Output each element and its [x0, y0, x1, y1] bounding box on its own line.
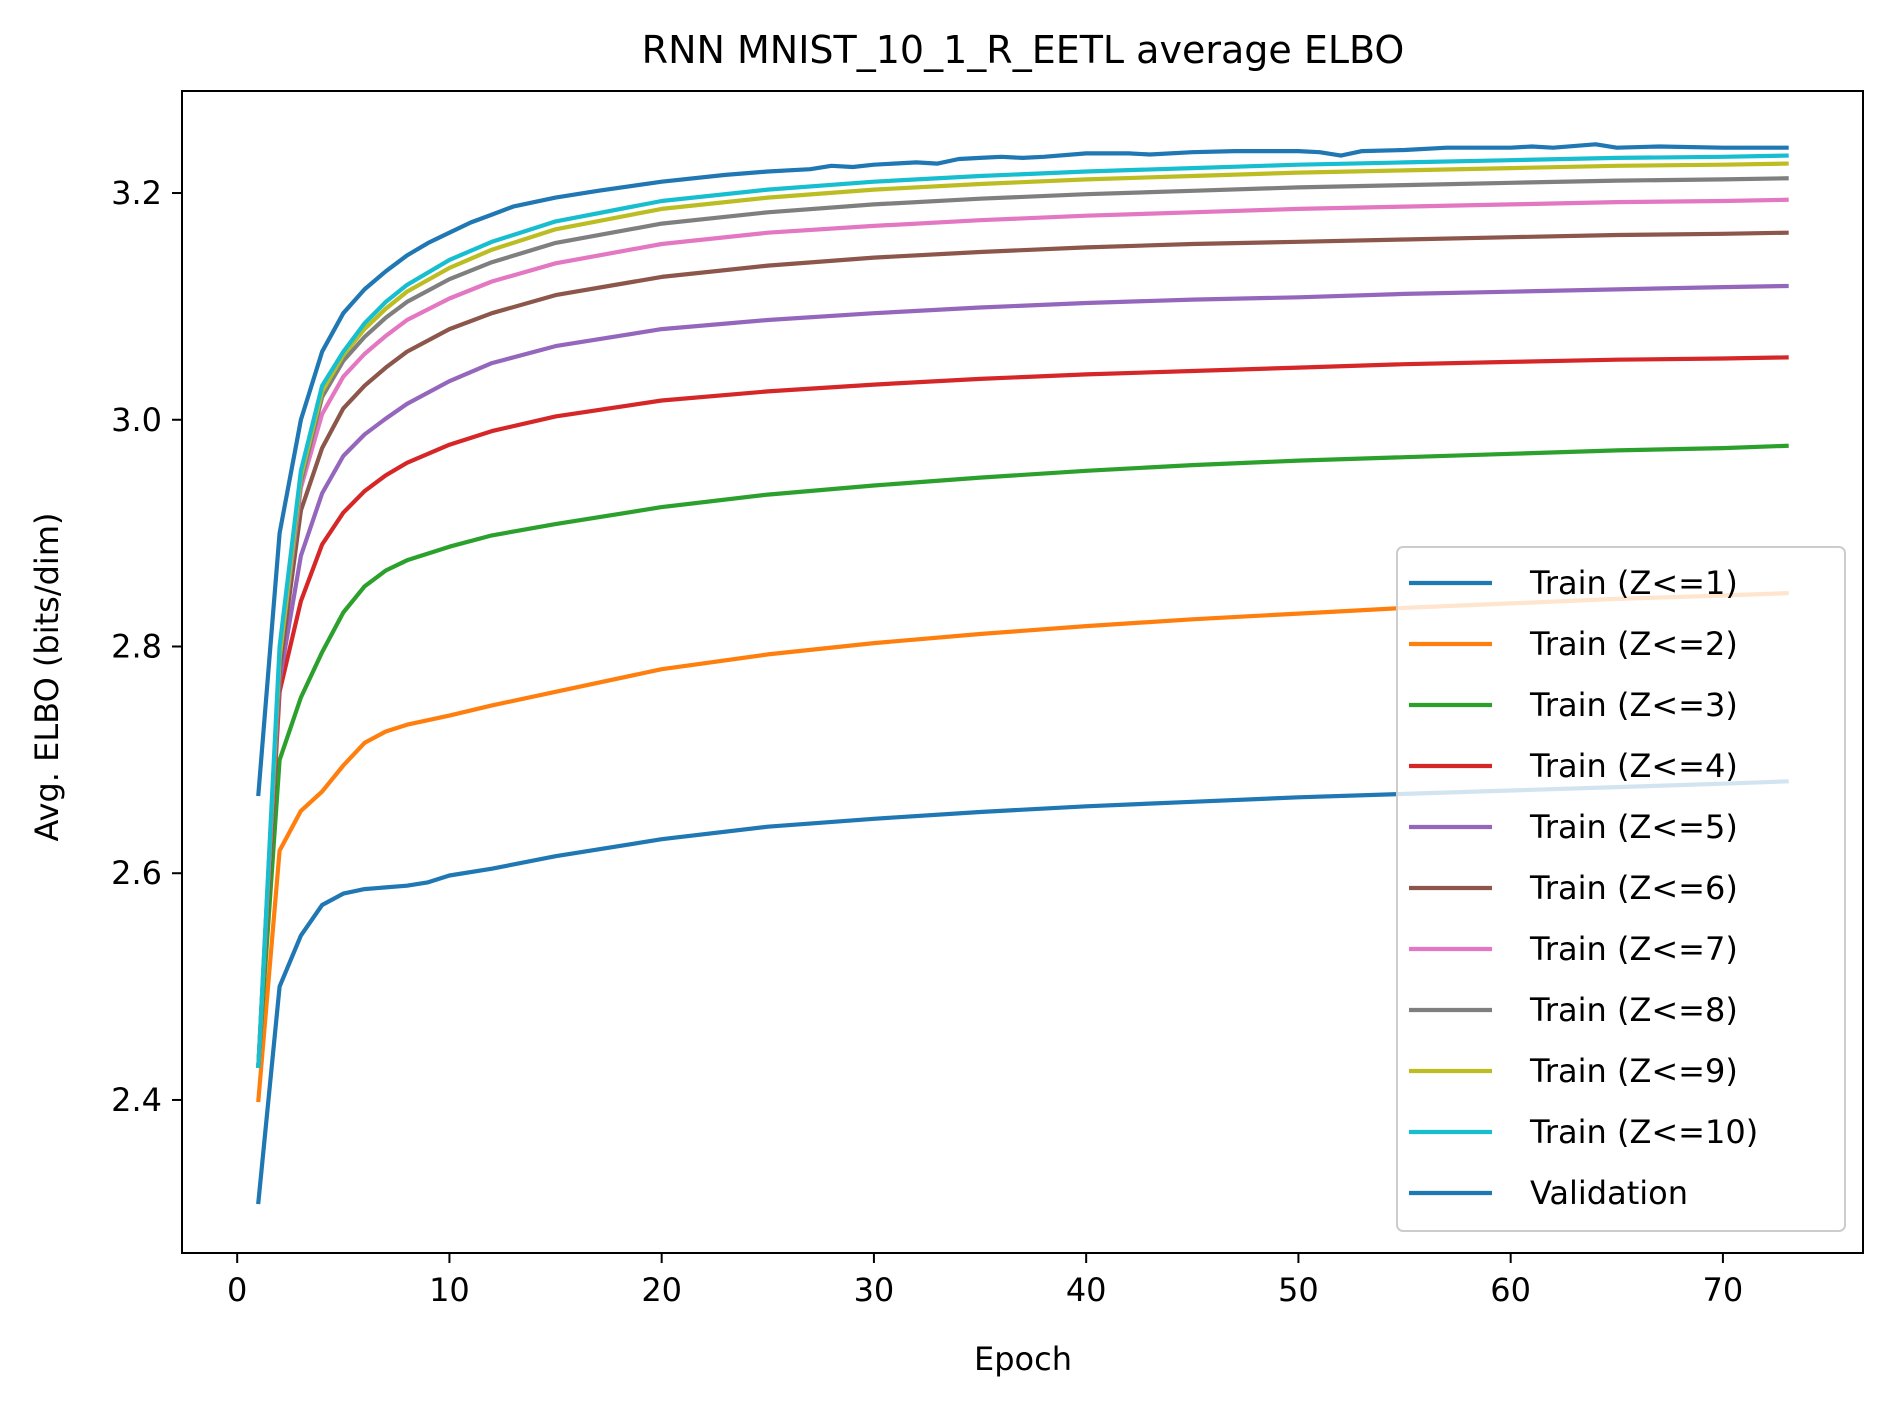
x-tick-label: 20: [641, 1271, 682, 1309]
series-line-5: [256, 283, 1789, 1069]
legend-label-4: Train (Z<=4): [1529, 747, 1738, 785]
y-tick-label: 3.0: [111, 401, 162, 439]
y-tick-label: 2.6: [111, 854, 162, 892]
series-line-8: [256, 176, 1789, 1069]
legend-box: [1396, 546, 1846, 1232]
series-line-7: [256, 197, 1789, 1069]
legend-label-6: Train (Z<=6): [1529, 869, 1738, 907]
y-tick-label: 3.2: [111, 174, 162, 212]
x-tick-label: 30: [854, 1271, 895, 1309]
x-tick-label: 70: [1703, 1271, 1744, 1309]
x-tick-label: 0: [227, 1271, 247, 1309]
x-axis-label: Epoch: [974, 1340, 1072, 1378]
series-line-10: [256, 153, 1789, 1069]
x-tick-label: 10: [429, 1271, 470, 1309]
legend-label-8: Train (Z<=8): [1529, 991, 1738, 1029]
legend: Train (Z<=1) Train (Z<=2) Train (Z<=3) Trai…: [1396, 546, 1846, 1232]
legend-label-7: Train (Z<=7): [1529, 930, 1738, 968]
axes-frame: [181, 90, 1864, 1254]
legend-label-5: Train (Z<=5): [1529, 808, 1738, 846]
plot-area: 0 10 20 30 40 50 60 70 2.4 2.6 2.8 3.0 3.2: [111, 90, 1864, 1309]
x-tick-label: 50: [1278, 1271, 1319, 1309]
legend-label-3: Train (Z<=3): [1529, 686, 1738, 724]
series-line-4: [256, 355, 1789, 1069]
legend-label-9: Train (Z<=9): [1529, 1052, 1738, 1090]
series-line-11: [256, 142, 1789, 797]
legend-label-2: Train (Z<=2): [1529, 625, 1738, 663]
series-line-9: [256, 161, 1789, 1069]
x-tick-label: 60: [1490, 1271, 1531, 1309]
y-tick-label: 2.8: [111, 627, 162, 665]
y-axis-label: Avg. ELBO (bits/dim): [28, 513, 66, 842]
x-tick-label: 40: [1066, 1271, 1107, 1309]
series-line-3: [256, 443, 1789, 1069]
chart-title: RNN MNIST_10_1_R_EETL average ELBO: [642, 28, 1405, 72]
y-tick-label: 2.4: [111, 1081, 162, 1119]
series-line-6: [256, 230, 1789, 1069]
legend-label-1: Train (Z<=1): [1529, 564, 1738, 602]
legend-label-10: Train (Z<=10): [1529, 1113, 1758, 1151]
legend-label-11: Validation: [1530, 1174, 1688, 1212]
